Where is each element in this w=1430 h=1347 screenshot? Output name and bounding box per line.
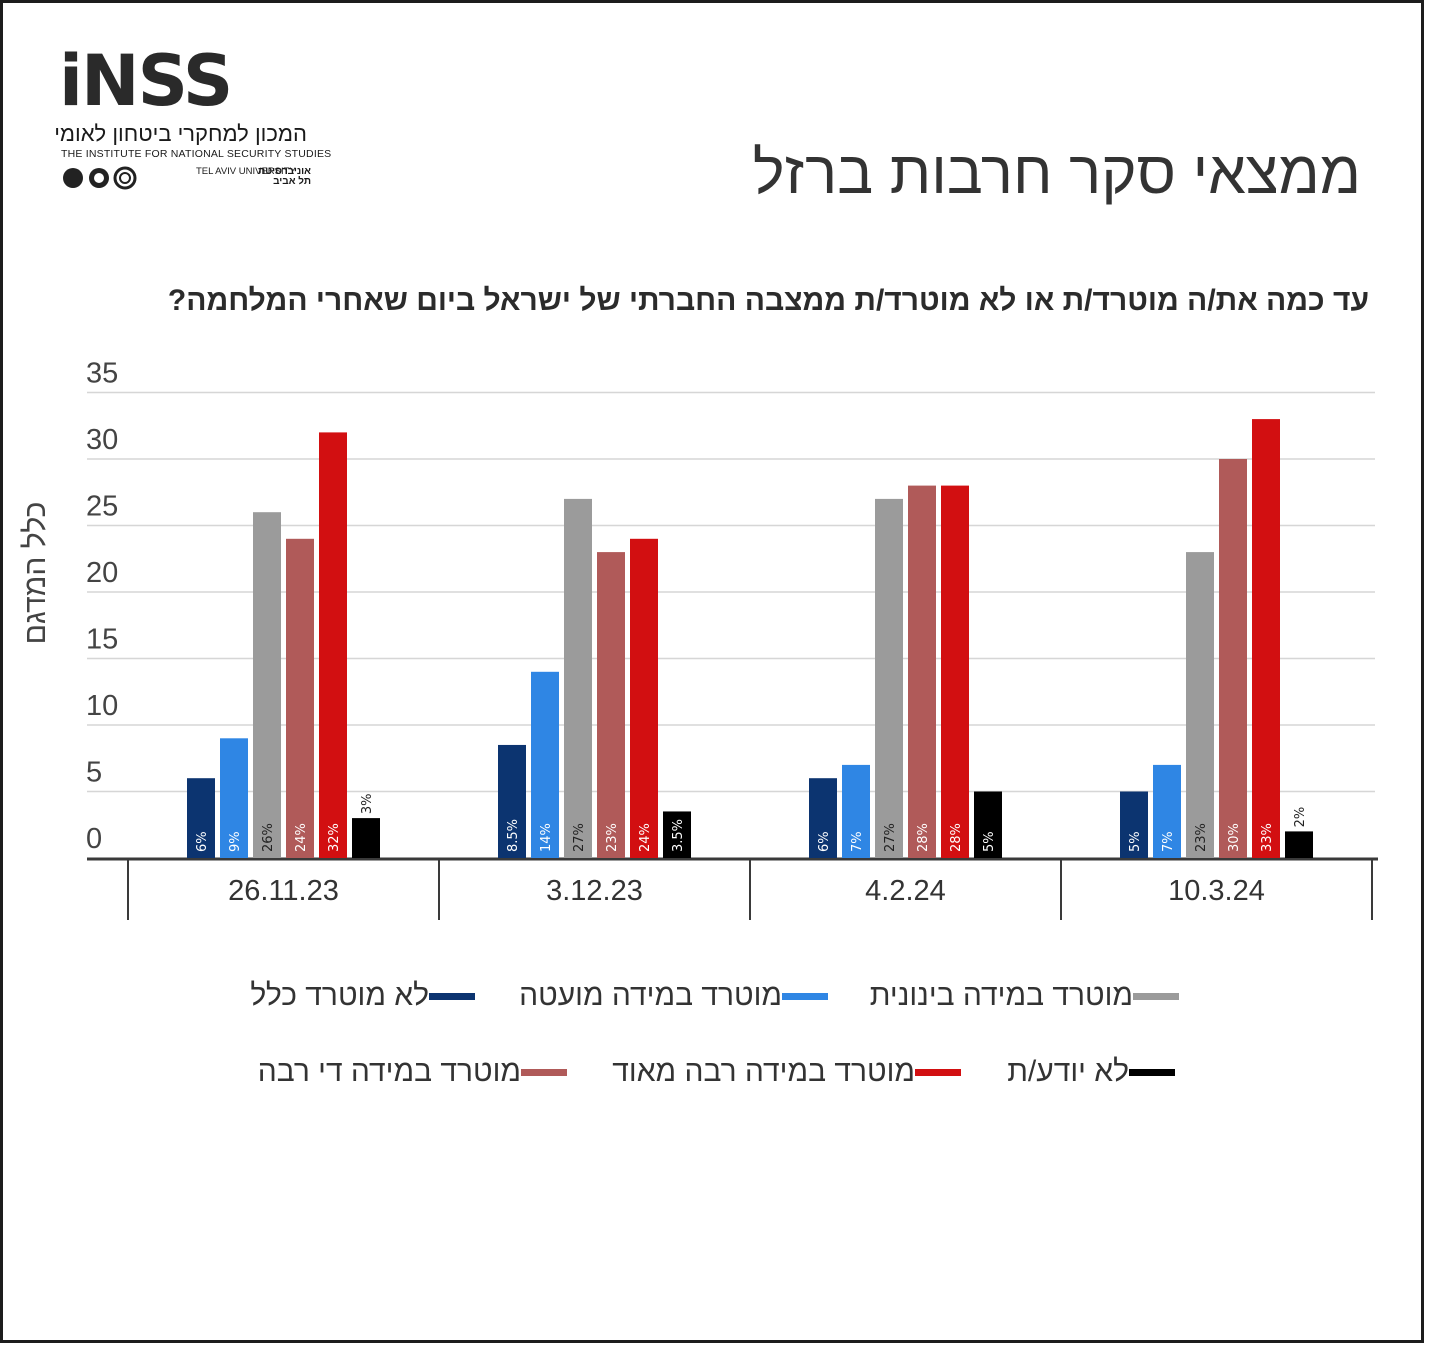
logo-english-name: THE INSTITUTE FOR NATIONAL SECURITY STUD… — [61, 148, 332, 160]
data-label: 28% — [949, 823, 964, 852]
bar-chart: 0 5 10 15 20 25 30 35 כלל המדגם 6% 9% 26% 24% 32% 3% 26… — [19, 358, 1378, 920]
data-label: 8.5% — [506, 819, 521, 852]
data-label: 3.5% — [671, 819, 686, 852]
data-label: 23% — [1194, 823, 1209, 852]
data-label: 24% — [638, 823, 653, 852]
data-label: 28% — [916, 823, 931, 852]
legend-swatch — [915, 1068, 961, 1076]
data-label: 7% — [1161, 831, 1176, 852]
legend-item: לא יודע/ת — [1007, 1055, 1195, 1089]
bar — [842, 764, 870, 858]
data-label: 6% — [817, 831, 832, 852]
x-tick-label: 3.12.23 — [546, 875, 643, 907]
bar — [875, 498, 903, 858]
bar — [1186, 552, 1214, 858]
logo-university-en: TEL AVIV UNIVERSITY — [196, 166, 296, 177]
data-label: 32% — [327, 823, 342, 852]
inss-logo: iNSS המכון למחקרי ביטחון לאומי THE INSTI… — [54, 40, 331, 191]
x-tick-label: 26.11.23 — [228, 875, 339, 907]
bar — [1120, 791, 1148, 858]
bar — [498, 744, 526, 858]
legend-item: לא מוטרד כלל — [250, 979, 495, 1013]
bar — [1153, 764, 1181, 858]
y-tick-label: 35 — [86, 358, 118, 390]
y-tick-label: 20 — [86, 557, 118, 589]
data-label: 30% — [1227, 823, 1242, 852]
data-label: 5% — [1128, 831, 1143, 852]
data-label: 5% — [982, 831, 997, 852]
y-tick-label: 15 — [86, 624, 118, 656]
bar — [809, 778, 837, 858]
data-label: 14% — [539, 823, 554, 852]
y-tick-label: 5 — [86, 757, 102, 789]
data-label: 3% — [360, 793, 375, 814]
bar — [187, 778, 215, 858]
bar — [253, 512, 281, 858]
bar — [908, 485, 936, 858]
legend-swatch — [1129, 1068, 1175, 1076]
data-label: 33% — [1260, 823, 1275, 852]
legend-item: מוטרד במידה מועטה — [519, 979, 848, 1013]
bar — [319, 432, 347, 858]
legend-item: מוטרד במידה רבה מאוד — [612, 1055, 981, 1089]
survey-question: עד כמה את/ה מוטרד/ת או לא מוטרד/ת ממצבה … — [167, 284, 1369, 317]
legend-label: מוטרד במידה מועטה — [519, 979, 782, 1012]
logo-university-he: אוניברסיטת תל אביב — [258, 166, 311, 187]
bar — [630, 538, 658, 858]
data-label: 27% — [572, 823, 587, 852]
data-label: 23% — [605, 823, 620, 852]
bar — [1252, 419, 1280, 858]
data-label: 24% — [294, 823, 309, 852]
bar — [597, 552, 625, 858]
legend-label: מוטרד במידה רבה מאוד — [612, 1055, 915, 1088]
legend-swatch — [1133, 992, 1179, 1000]
bar — [1285, 831, 1313, 858]
university-seals-icon — [63, 166, 137, 190]
data-label: 7% — [850, 831, 865, 852]
bar — [286, 538, 314, 858]
legend-label: מוטרד במידה די רבה — [257, 1055, 521, 1088]
page-title: ממצאי סקר חרבות ברזל — [752, 139, 1361, 207]
data-label: 6% — [195, 831, 210, 852]
legend-swatch — [782, 992, 828, 1000]
legend-item: מוטרד במידה די רבה — [258, 1055, 587, 1089]
bar — [663, 811, 691, 858]
legend-item: מוטרד במידה בינונית — [870, 979, 1199, 1013]
logo-hebrew-name: המכון למחקרי ביטחון לאומי — [54, 121, 307, 146]
bar — [352, 818, 380, 858]
bar — [220, 738, 248, 858]
legend-label: לא יודע/ת — [1007, 1055, 1129, 1088]
data-label: 26% — [261, 823, 276, 852]
legend-label: לא מוטרד כלל — [250, 979, 429, 1012]
legend-swatch — [521, 1068, 567, 1076]
y-tick-label: 0 — [86, 823, 102, 855]
chart-legend: לא מוטרד כלל מוטרד במידה מועטה מוטרד במידה… — [3, 963, 1430, 1103]
y-tick-label: 30 — [86, 424, 118, 456]
bar — [941, 485, 969, 858]
bar — [1219, 459, 1247, 858]
legend-label: מוטרד במידה בינונית — [869, 979, 1133, 1012]
data-label: 2% — [1293, 807, 1308, 828]
legend-swatch — [429, 992, 475, 1000]
data-label: 27% — [883, 823, 898, 852]
bar — [564, 498, 592, 858]
y-axis-label: כלל המדגם — [19, 502, 52, 645]
y-tick-label: 10 — [86, 690, 118, 722]
y-tick-label: 25 — [86, 491, 118, 523]
logo-wordmark: iNSS — [59, 40, 233, 122]
bar — [974, 791, 1002, 858]
x-tick-label: 10.3.24 — [1168, 875, 1265, 907]
x-tick-label: 4.2.24 — [865, 875, 946, 907]
data-label: 9% — [228, 831, 243, 852]
bar — [531, 671, 559, 858]
